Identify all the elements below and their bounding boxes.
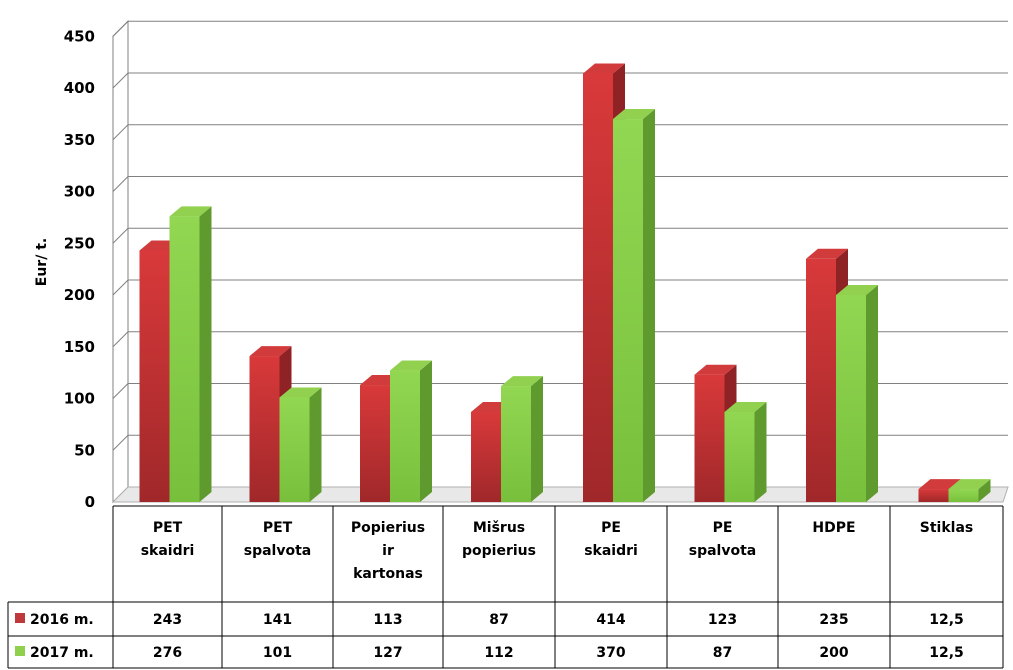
- bar-5-1: [724, 401, 767, 502]
- data-value: 141: [263, 612, 292, 628]
- legend-label: 2017 m.: [30, 645, 94, 661]
- legend-swatch: [15, 646, 25, 656]
- data-value: 235: [819, 612, 848, 628]
- legend-label: 2016 m.: [30, 612, 94, 628]
- bar-2-1: [390, 360, 432, 502]
- bar-4-1: [613, 109, 655, 503]
- y-tick-label: 350: [64, 131, 95, 149]
- y-axis-label: Eur/ t.: [34, 238, 50, 286]
- gridline: [112, 20, 1008, 37]
- y-tick-label: 150: [64, 338, 95, 356]
- bar-0-1: [169, 206, 212, 502]
- y-tick-label: 400: [64, 79, 95, 97]
- data-value: 87: [713, 645, 732, 661]
- category-label: PET spalvota: [244, 520, 311, 559]
- category-label: Stiklas: [920, 520, 973, 536]
- category-label: PET skaidri: [141, 520, 195, 559]
- y-axis-ticks: 0 50 100 150 200 250 300 350 400 450: [64, 27, 95, 511]
- data-value: 414: [596, 612, 625, 628]
- data-table: PET skaidri PET spalvota Popierius ir kartonas…: [7, 505, 1004, 669]
- legend-row-0: 2016 m. 243 141 113 87 414 123 235 12,5: [15, 612, 964, 628]
- data-value: 127: [373, 645, 402, 661]
- bar-1-1: [279, 387, 322, 502]
- category-label: PE spalvota: [689, 520, 756, 559]
- gridline: [112, 331, 1008, 348]
- data-value: 12,5: [929, 645, 964, 661]
- data-value: 243: [153, 612, 182, 628]
- data-value: 87: [489, 612, 508, 628]
- data-value: 112: [484, 645, 513, 661]
- bar-7-1: [948, 479, 991, 502]
- data-value: 123: [708, 612, 737, 628]
- legend-swatch: [15, 613, 25, 623]
- legend-row-1: 2017 m. 276 101 127 112 370 87 200 12,5: [15, 645, 964, 661]
- category-label: PE skaidri: [584, 520, 638, 559]
- gridline: [112, 279, 1008, 296]
- data-value: 276: [153, 645, 182, 661]
- category-label: HDPE: [812, 520, 855, 536]
- data-value: 101: [263, 645, 292, 661]
- gridline: [112, 227, 1008, 244]
- category-label: Popierius ir kartonas: [351, 520, 425, 582]
- bar-3-1: [501, 376, 543, 502]
- y-tick-label: 100: [64, 390, 95, 408]
- gridline: [112, 72, 1008, 89]
- y-tick-label: 200: [64, 286, 95, 304]
- gridline: [112, 176, 1008, 192]
- data-value: 370: [596, 645, 625, 661]
- bars: [139, 63, 991, 503]
- y-tick-label: 450: [64, 27, 95, 45]
- gridlines: [112, 20, 1008, 451]
- y-tick-label: 250: [64, 234, 95, 252]
- data-value: 200: [819, 645, 848, 661]
- gridline: [112, 124, 1008, 141]
- data-value: 12,5: [929, 612, 964, 628]
- data-value: 113: [373, 612, 402, 628]
- left-wall: [112, 20, 129, 504]
- category-label: Mišrus popierius: [462, 520, 536, 559]
- y-tick-label: 300: [64, 183, 95, 201]
- bar-6-1: [836, 285, 878, 502]
- y-tick-label: 50: [74, 441, 95, 459]
- y-tick-label: 0: [85, 493, 95, 511]
